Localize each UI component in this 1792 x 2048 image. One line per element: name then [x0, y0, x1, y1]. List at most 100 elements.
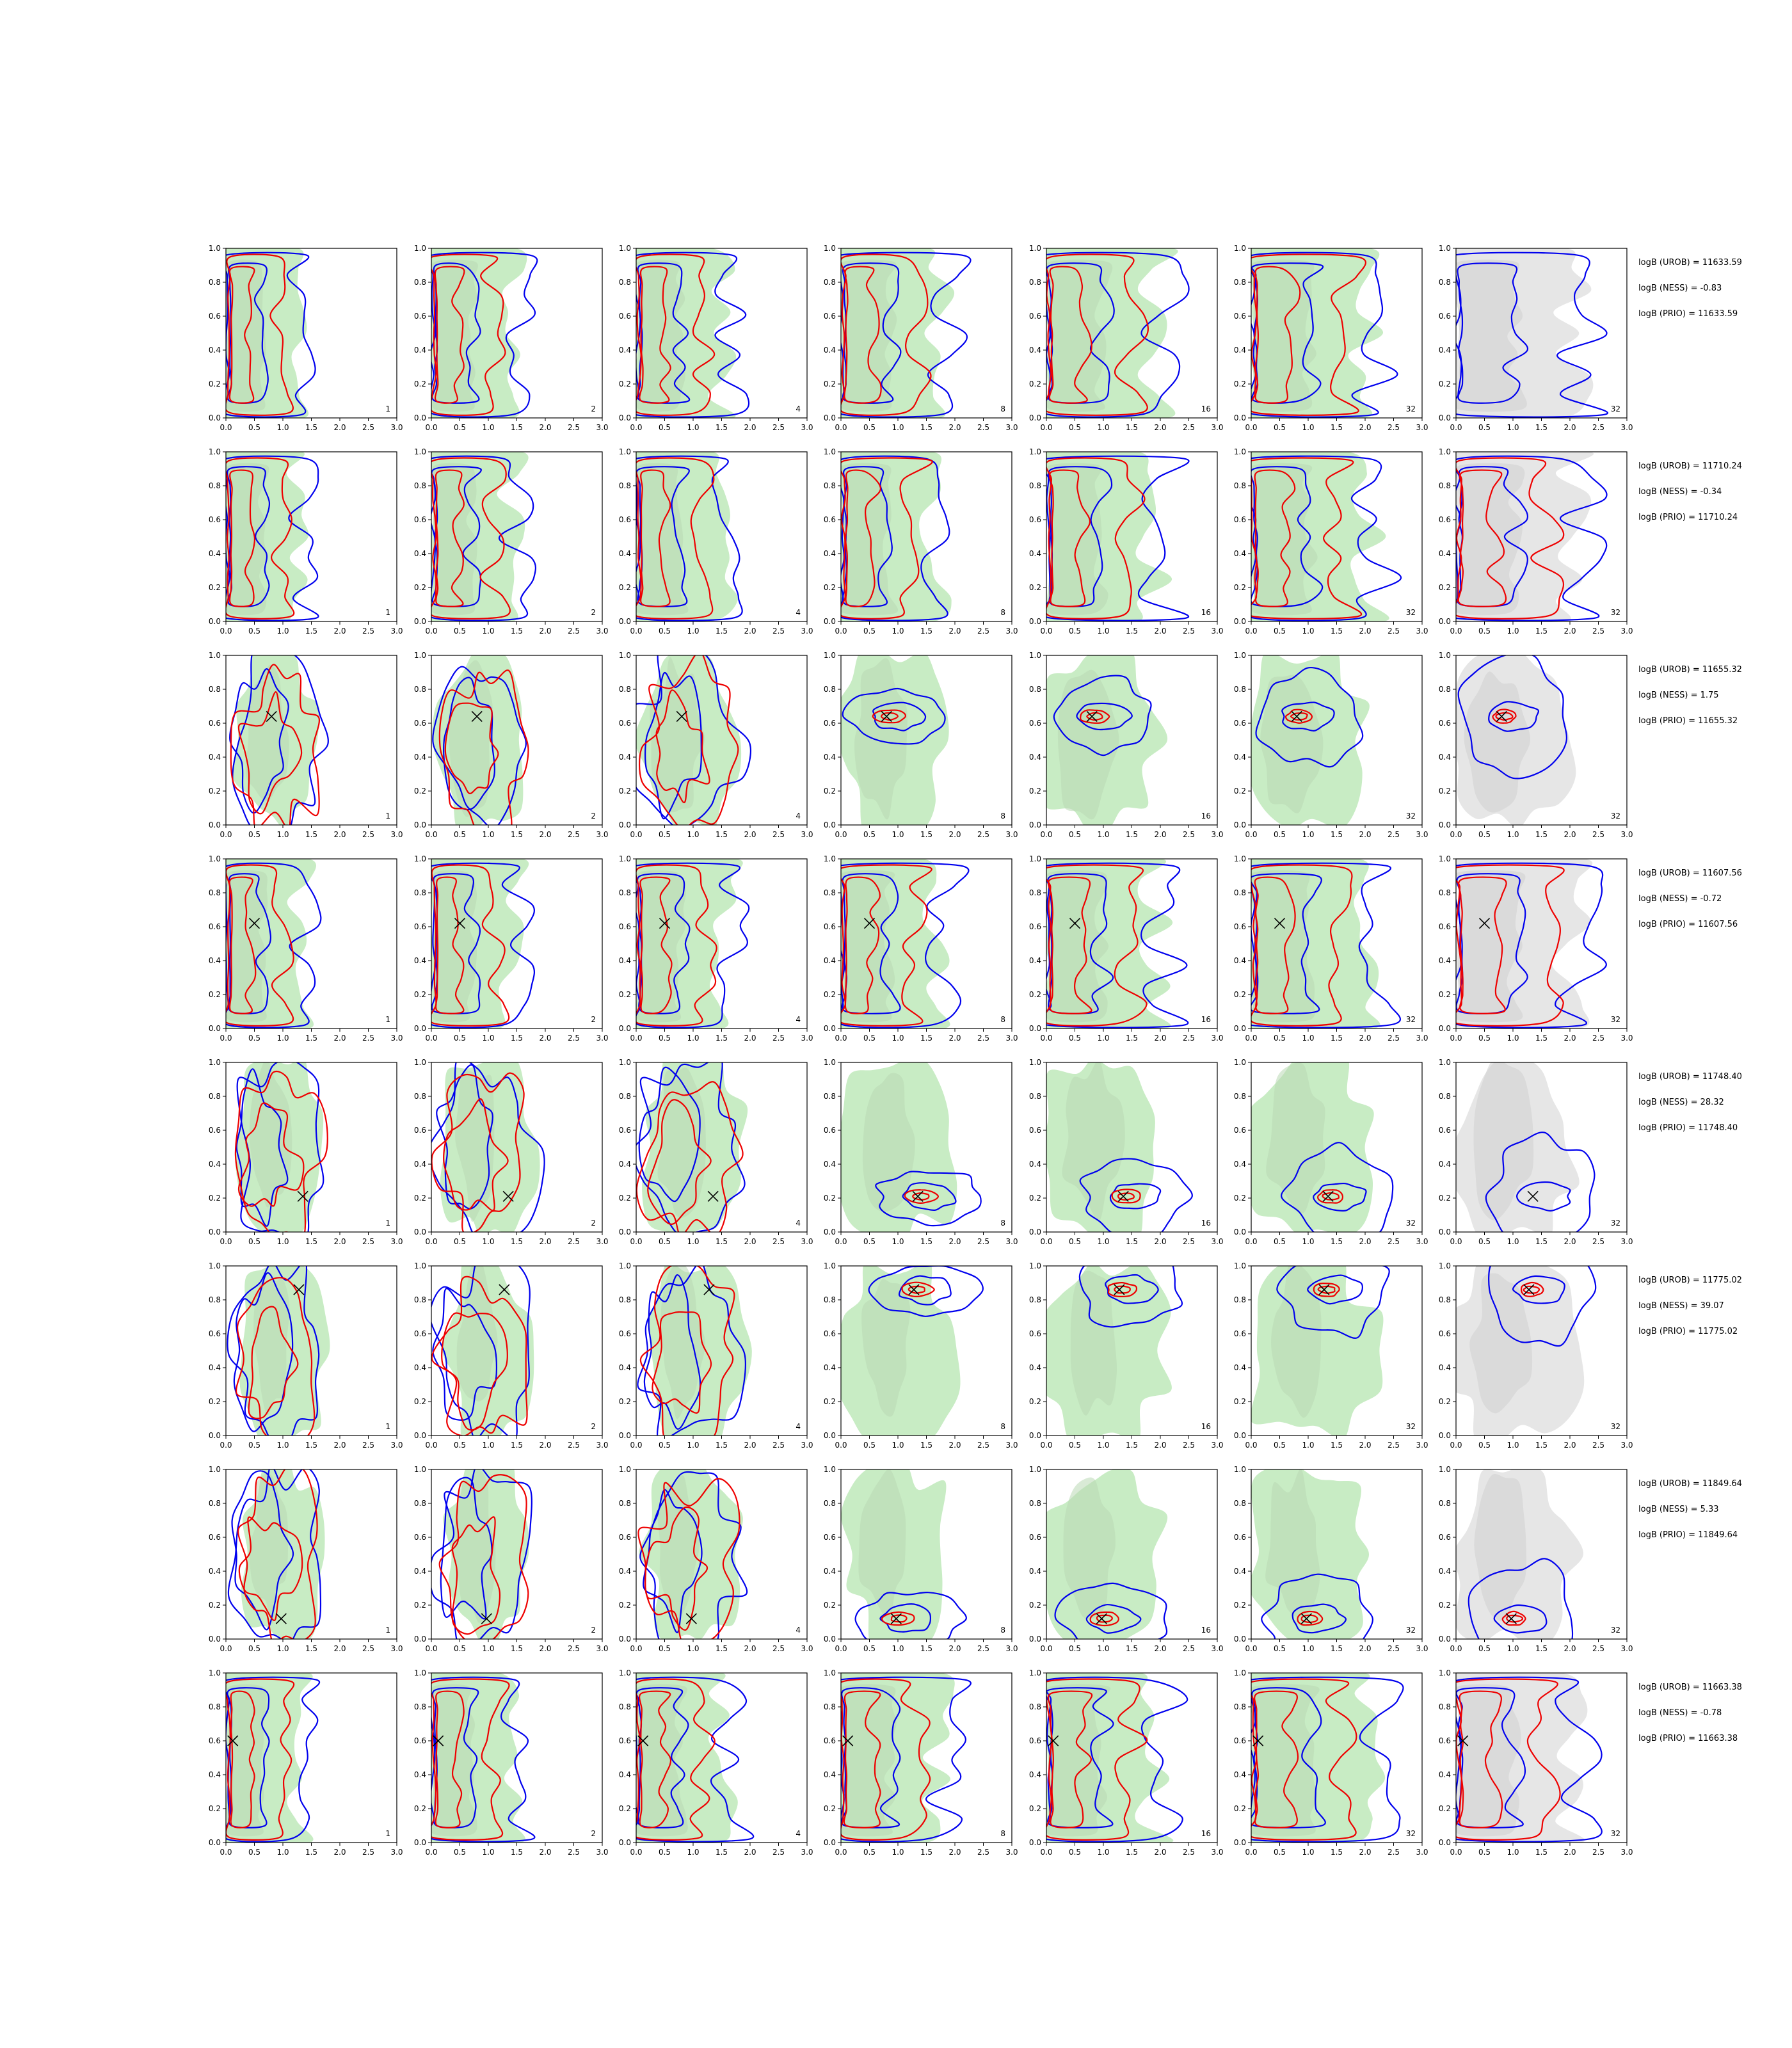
red-contour-outer [1492, 708, 1517, 724]
x-tick-label: 1.5 [305, 1441, 317, 1450]
x-tick-label: 0.5 [1274, 830, 1286, 839]
y-tick-label: 0.0 [824, 413, 836, 422]
red-contour-outer [1089, 1611, 1119, 1627]
y-tick-label: 0.0 [209, 617, 221, 626]
panel-body [1456, 1673, 1603, 1843]
panel: 0.0 0.5 1.0 1.5 2.0 2.5 3.0 0.0 0.2 0.4 0.6 0.8 1.0 1 [209, 1261, 403, 1450]
x-tick-label: 0.0 [835, 1848, 847, 1857]
x-tick-label: 0.5 [659, 1237, 671, 1246]
panel: 0.0 0.5 1.0 1.5 2.0 2.5 3.0 0.0 0.2 0.4 0.6 0.8 1.0 3… [1234, 1668, 1428, 1857]
panel: 0.0 0.5 1.0 1.5 2.0 2.5 3.0 0.0 0.2 0.4 0.6 0.8 1.0 1… [1029, 1465, 1224, 1653]
y-tick-label: 0.6 [1029, 1329, 1041, 1338]
truth-marker [1114, 1284, 1125, 1295]
x-tick-label: 2.0 [1154, 1034, 1166, 1043]
y-tick-label: 0.6 [1439, 1329, 1451, 1338]
panel-body [1046, 1266, 1183, 1436]
panel: 0.0 0.5 1.0 1.5 2.0 2.5 3.0 0.0 0.2 0.4 0.6 0.8 1.0 2 [414, 244, 609, 432]
y-tick-label: 0.6 [414, 1533, 426, 1542]
red-contour-inner [908, 1285, 925, 1294]
column-label: 16 [1201, 812, 1211, 820]
y-tick-label: 0.6 [414, 922, 426, 931]
y-tick-label: 1.0 [619, 854, 631, 863]
y-tick-label: 0.2 [619, 583, 631, 592]
y-tick-label: 0.6 [824, 515, 836, 524]
x-tick-label: 3.0 [1211, 1237, 1223, 1246]
x-tick-label: 2.5 [568, 1237, 580, 1246]
red-contour-inner [1523, 1285, 1540, 1294]
blue-contour-inner [1457, 466, 1528, 607]
x-tick-label: 0.0 [835, 1237, 847, 1246]
truth-marker [1086, 710, 1098, 722]
y-tick-label: 0.0 [1234, 1431, 1246, 1440]
red-contour-inner [1048, 876, 1092, 1014]
x-tick-label: 1.0 [687, 1644, 699, 1653]
x-tick-label: 0.0 [1040, 423, 1052, 432]
x-tick-label: 0.5 [863, 1848, 876, 1857]
column-label: 32 [1406, 1422, 1416, 1431]
y-tick-label: 0.2 [414, 380, 426, 388]
y-tick-label: 0.2 [1234, 990, 1246, 999]
blue-contour-inner [1047, 873, 1114, 1014]
y-tick-label: 0.4 [1234, 1770, 1246, 1779]
x-tick-label: 0.5 [863, 830, 876, 839]
y-tick-label: 0.4 [619, 956, 631, 965]
y-tick-label: 0.2 [1234, 1601, 1246, 1610]
blue-contour-inner [644, 672, 702, 820]
x-tick-label: 0.5 [248, 1644, 260, 1653]
column-label: 16 [1201, 1626, 1211, 1635]
density-fill-inner [841, 259, 897, 412]
x-tick-label: 2.5 [772, 1848, 785, 1857]
x-tick-label: 3.0 [390, 423, 403, 432]
x-tick-label: 0.0 [425, 1644, 437, 1653]
x-tick-label: 2.0 [948, 627, 961, 636]
y-tick-label: 0.8 [619, 1295, 631, 1304]
x-tick-label: 0.0 [630, 1034, 642, 1043]
y-tick-label: 0.8 [824, 278, 836, 287]
y-tick-label: 0.0 [414, 1431, 426, 1440]
x-tick-label: 2.5 [772, 1034, 785, 1043]
x-tick-label: 0.5 [454, 627, 466, 636]
y-tick-label: 0.4 [824, 346, 836, 355]
column-label: 16 [1201, 1422, 1211, 1431]
y-tick-label: 0.4 [619, 1363, 631, 1372]
x-tick-label: 1.0 [1302, 423, 1314, 432]
y-tick-label: 0.0 [1439, 1838, 1451, 1847]
x-tick-label: 1.0 [892, 1644, 904, 1653]
x-tick-label: 3.0 [596, 1034, 608, 1043]
y-tick-label: 1.0 [619, 1058, 631, 1067]
y-tick-label: 0.0 [1439, 1228, 1451, 1236]
y-tick-label: 0.0 [619, 1635, 631, 1644]
blue-contour-inner [431, 262, 481, 404]
y-tick-label: 1.0 [414, 651, 426, 660]
y-tick-label: 0.4 [824, 1770, 836, 1779]
y-tick-label: 1.0 [619, 1465, 631, 1474]
x-tick-label: 1.5 [305, 423, 317, 432]
panel: 0.0 0.5 1.0 1.5 2.0 2.5 3.0 0.0 0.2 0.4 0.6 0.8 1.0 1 [209, 1465, 403, 1653]
panel: 0.0 0.5 1.0 1.5 2.0 2.5 3.0 0.0 0.2 0.4 0.6 0.8 1.0 8 [824, 1058, 1018, 1246]
x-tick-label: 0.0 [220, 830, 232, 839]
x-tick-label: 0.5 [659, 830, 671, 839]
x-tick-label: 3.0 [1620, 830, 1633, 839]
truth-marker [1505, 1613, 1517, 1624]
x-tick-label: 3.0 [801, 830, 813, 839]
y-tick-label: 0.0 [1029, 1838, 1041, 1847]
logb-ness: logB (NESS) = -0.34 [1638, 487, 1722, 497]
x-tick-label: 2.0 [1564, 627, 1576, 636]
density-fill-inner [854, 658, 908, 820]
column-label: 16 [1201, 608, 1211, 617]
x-tick-label: 0.0 [1040, 1848, 1052, 1857]
x-tick-label: 0.5 [659, 1848, 671, 1857]
row-3: 0.0 0.5 1.0 1.5 2.0 2.5 3.0 0.0 0.2 0.4 0.6 0.8 1.0 1… [209, 651, 1742, 839]
y-tick-label: 0.8 [619, 1499, 631, 1508]
y-tick-label: 0.6 [824, 1329, 836, 1338]
x-tick-label: 2.0 [333, 1644, 346, 1653]
y-tick-label: 0.6 [824, 1736, 836, 1745]
y-tick-label: 1.0 [824, 1261, 836, 1270]
y-tick-label: 0.6 [209, 1533, 221, 1542]
y-tick-label: 0.8 [209, 1499, 221, 1508]
x-tick-label: 1.5 [920, 1034, 932, 1043]
blue-contour-outer [1255, 666, 1364, 768]
blue-contour-inner [1251, 1687, 1326, 1828]
blue-contour-outer [431, 252, 538, 418]
x-tick-label: 0.0 [220, 1848, 232, 1857]
